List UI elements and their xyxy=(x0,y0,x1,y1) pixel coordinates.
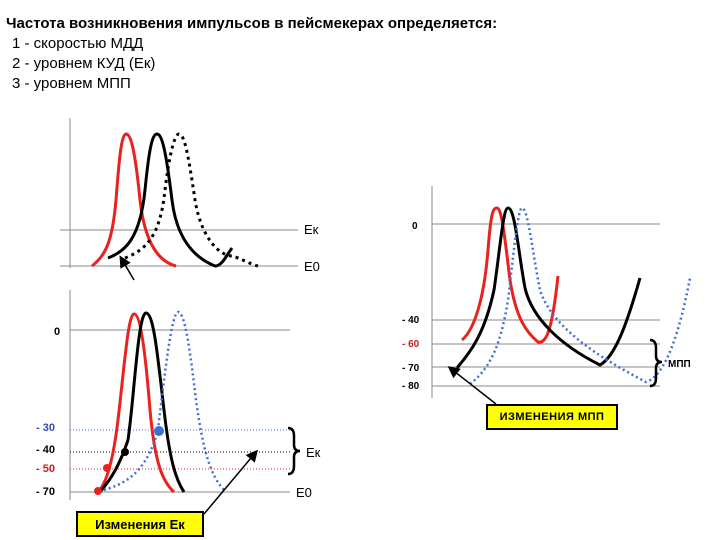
tick-minus70-bottom-left: - 70 xyxy=(36,486,55,498)
heading: Частота возникновения импульсов в пейсме… xyxy=(6,14,497,94)
heading-title: Частота возникновения импульсов в пейсме… xyxy=(6,15,498,32)
label-e0-bottom-left: Е0 xyxy=(296,485,312,500)
panel-right: 0 - 40 - 60 - 70 - 80 МПП xyxy=(402,186,692,405)
tick-minus30: - 30 xyxy=(36,422,55,434)
label-ek-bottom-left: Ек xyxy=(306,445,321,460)
mpp-change-box: ИЗМЕНЕНИЯ МПП xyxy=(486,404,618,430)
tick-minus40-bottom-left: - 40 xyxy=(36,444,55,456)
tick-minus80: - 80 xyxy=(402,381,420,392)
tick-minus50: - 50 xyxy=(36,463,55,475)
black-potential-curve xyxy=(107,132,234,268)
black-threshold-dot xyxy=(121,448,129,456)
pointer-arrow-bottom-left xyxy=(203,449,258,515)
tick-zero-bottom-left: 0 xyxy=(54,326,60,338)
black-bottom-curve xyxy=(98,311,186,493)
heading-item-2: 2 - уровнем КУД (Ек) xyxy=(12,55,156,72)
pointer-arrow-top-left xyxy=(119,255,135,281)
label-mpp: МПП xyxy=(668,359,691,370)
red-potential-curve xyxy=(91,132,177,268)
ek-range-bracket xyxy=(287,426,301,476)
red-start-dot xyxy=(94,487,102,495)
blue-bottom-curve xyxy=(103,310,225,492)
tick-zero-right: 0 xyxy=(412,221,418,232)
label-ek-top-left: Ек xyxy=(304,222,319,237)
label-e0-top-left: Е0 xyxy=(304,259,320,274)
red-bottom-curve xyxy=(96,312,176,494)
tick-minus70-right: - 70 xyxy=(402,363,420,374)
black-right-curve xyxy=(455,206,642,369)
blue-threshold-dot xyxy=(154,426,164,436)
mpp-range-bracket xyxy=(649,338,663,388)
red-threshold-dot xyxy=(103,464,111,472)
ek-change-box: Изменения Ек xyxy=(76,511,204,537)
panel-top-left: Ек Е0 xyxy=(60,118,320,281)
tick-minus40-right: - 40 xyxy=(402,315,420,326)
heading-item-1: 1 - скоростью МДД xyxy=(12,35,144,52)
tick-minus60: - 60 xyxy=(402,339,420,350)
panel-bottom-left: 0 - 30 - 40 - 50 - 70 Ек Е0 xyxy=(36,290,321,515)
pointer-arrow-right xyxy=(447,366,497,405)
heading-item-3: 3 - уровнем МПП xyxy=(12,75,131,92)
